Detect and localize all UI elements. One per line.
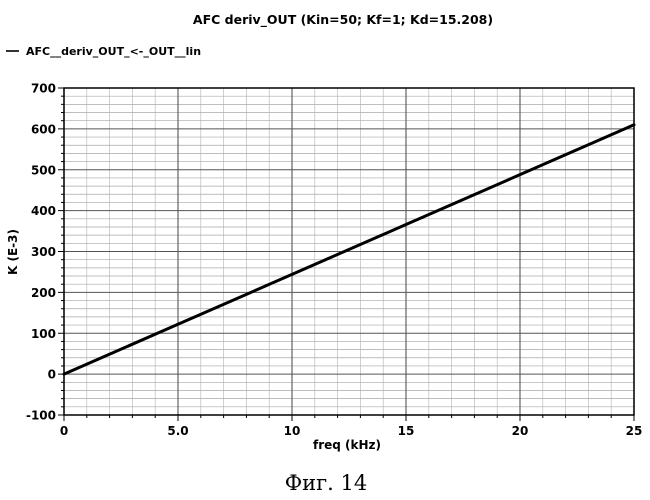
y-tick-label: -100 — [26, 409, 56, 423]
y-tick-label: 400 — [31, 204, 56, 218]
y-tick-label: 0 — [48, 368, 56, 382]
x-tick-label: 20 — [512, 424, 529, 438]
x-tick-label: 25 — [626, 424, 643, 438]
y-tick-label: 100 — [31, 327, 56, 341]
x-axis-label: freq (kHz) — [313, 438, 381, 452]
chart-title: AFC deriv_OUT (Kin=50; Kf=1; Kd=15.208) — [193, 12, 493, 28]
y-tick-label: 600 — [31, 122, 56, 136]
legend: AFC__deriv_OUT_<-_OUT__lin — [6, 45, 201, 58]
y-tick-label: 700 — [31, 82, 56, 96]
x-tick-label: 5.0 — [167, 424, 188, 438]
y-axis-label: K (E-3) — [6, 229, 20, 275]
series-line — [64, 125, 634, 374]
y-tick-label: 200 — [31, 286, 56, 300]
y-tick-labels: -100 0 100 200 300 400 500 600 700 — [26, 82, 56, 423]
figure-caption: Фиг. 14 — [285, 471, 368, 495]
x-tick-label: 0 — [60, 424, 68, 438]
x-tick-label: 10 — [284, 424, 301, 438]
x-tick-label: 15 — [398, 424, 415, 438]
data-series — [64, 125, 634, 374]
y-tick-label: 300 — [31, 245, 56, 259]
y-tick-label: 500 — [31, 163, 56, 177]
axis-ticks — [58, 88, 634, 421]
legend-entry: AFC__deriv_OUT_<-_OUT__lin — [26, 45, 201, 58]
x-tick-labels: 0 5.0 10 15 20 25 — [60, 424, 643, 438]
